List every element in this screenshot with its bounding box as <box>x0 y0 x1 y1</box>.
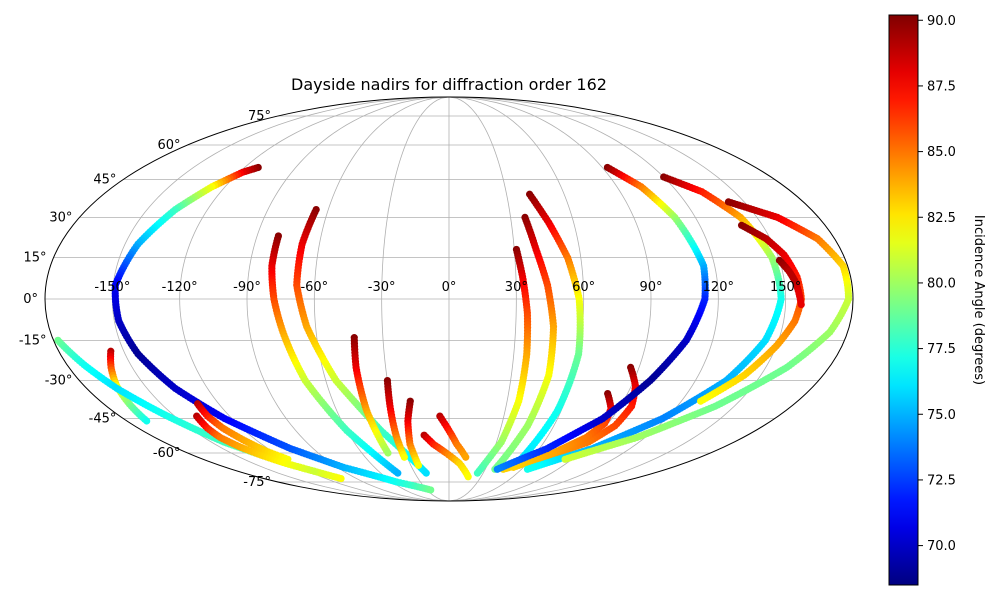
nadir-point <box>462 453 470 461</box>
nadir-track <box>193 412 318 475</box>
colorbar-tick-label: 87.5 <box>927 79 956 94</box>
lat-tick-label: 30° <box>49 210 72 225</box>
latitude-tick-labels: 75° 60° 45° 30° 15° 0° -15° -30° -45° -60° -75° <box>19 109 271 490</box>
lat-tick-label: -75° <box>243 475 271 490</box>
lon-tick-label: -90° <box>233 280 261 295</box>
lat-tick-label: 75° <box>248 109 271 124</box>
colorbar-tick-label: 72.5 <box>927 473 956 488</box>
lon-tick-label: -120° <box>162 280 198 295</box>
lat-tick-label: 60° <box>158 138 181 153</box>
nadir-track <box>404 397 423 469</box>
lon-tick-label: 60° <box>572 280 595 295</box>
nadir-point <box>400 453 408 461</box>
nadir-point <box>493 465 501 473</box>
graticule-grid <box>45 97 853 501</box>
colorbar-tick-label: 82.5 <box>927 211 956 226</box>
nadir-tracks <box>54 163 853 494</box>
lat-tick-label: 45° <box>93 172 116 187</box>
lat-tick-label: -45° <box>89 412 117 427</box>
lon-tick-label: -60° <box>300 280 328 295</box>
nadir-track <box>420 431 472 481</box>
lat-tick-label: 15° <box>24 251 47 266</box>
nadir-track <box>293 205 430 477</box>
colorbar-tick-label: 85.0 <box>927 145 956 160</box>
nadir-point <box>414 461 423 469</box>
nadir-point <box>394 469 402 477</box>
lon-tick-label: -30° <box>368 280 396 295</box>
colorbar-tick-label: 80.0 <box>927 276 956 291</box>
lon-tick-label: 150° <box>770 280 801 295</box>
nadir-point <box>422 469 430 477</box>
nadir-point <box>310 467 318 475</box>
lat-tick-label: 0° <box>23 292 38 307</box>
nadir-point <box>697 397 705 405</box>
nadir-point <box>561 455 569 463</box>
nadir-point <box>473 469 482 477</box>
nadir-point <box>384 449 392 457</box>
nadir-track <box>473 245 532 477</box>
colorbar-tick-label: 77.5 <box>927 342 956 357</box>
colorbar-ticks: 70.0 72.5 75.0 77.5 80.0 82.5 85.0 87.5 90.0 <box>918 14 956 554</box>
lon-tick-label: 120° <box>703 280 734 295</box>
nadir-track <box>350 334 392 457</box>
lat-tick-label: -15° <box>19 333 47 348</box>
nadir-track <box>436 412 470 461</box>
nadir-point <box>797 300 805 309</box>
nadir-track <box>383 377 408 461</box>
nadir-point <box>464 473 472 481</box>
lon-tick-label: 0° <box>442 280 457 295</box>
lat-tick-label: -30° <box>45 374 73 389</box>
nadir-track <box>194 400 292 463</box>
colorbar: 70.0 72.5 75.0 77.5 80.0 82.5 85.0 87.5 90.0 Inc… <box>888 14 986 586</box>
longitude-tick-labels: -150° -120° -90° -60° -30° 0° 30° 60° 90° 120° 150… <box>94 280 801 295</box>
nadir-track <box>493 163 709 473</box>
nadir-track <box>499 363 640 473</box>
nadir-track <box>561 198 853 463</box>
colorbar-tick-label: 90.0 <box>927 14 956 29</box>
nadir-track <box>775 256 805 309</box>
nadir-track <box>268 232 402 477</box>
colorbar-tick-label: 75.0 <box>927 408 956 423</box>
nadir-track <box>111 163 435 494</box>
nadir-point <box>143 417 151 425</box>
colorbar-tick-label: 70.0 <box>927 539 956 554</box>
nadir-point <box>523 465 532 473</box>
colorbar-label: Incidence Angle (degrees) <box>971 215 986 385</box>
lat-tick-label: -60° <box>153 446 181 461</box>
nadir-point <box>427 486 435 494</box>
colorbar-gradient <box>888 14 919 586</box>
nadir-track <box>697 221 805 405</box>
lon-tick-label: 90° <box>639 280 662 295</box>
mollweide-map: -150° -120° -90° -60° -30° 0° 30° 60° 90° 120° 150… <box>19 96 854 502</box>
lon-tick-label: 30° <box>505 280 528 295</box>
chart-title: Dayside nadirs for diffraction order 162 <box>291 75 607 94</box>
map-outline <box>44 96 854 502</box>
lon-tick-label: -150° <box>94 280 130 295</box>
nadir-point <box>337 474 345 483</box>
